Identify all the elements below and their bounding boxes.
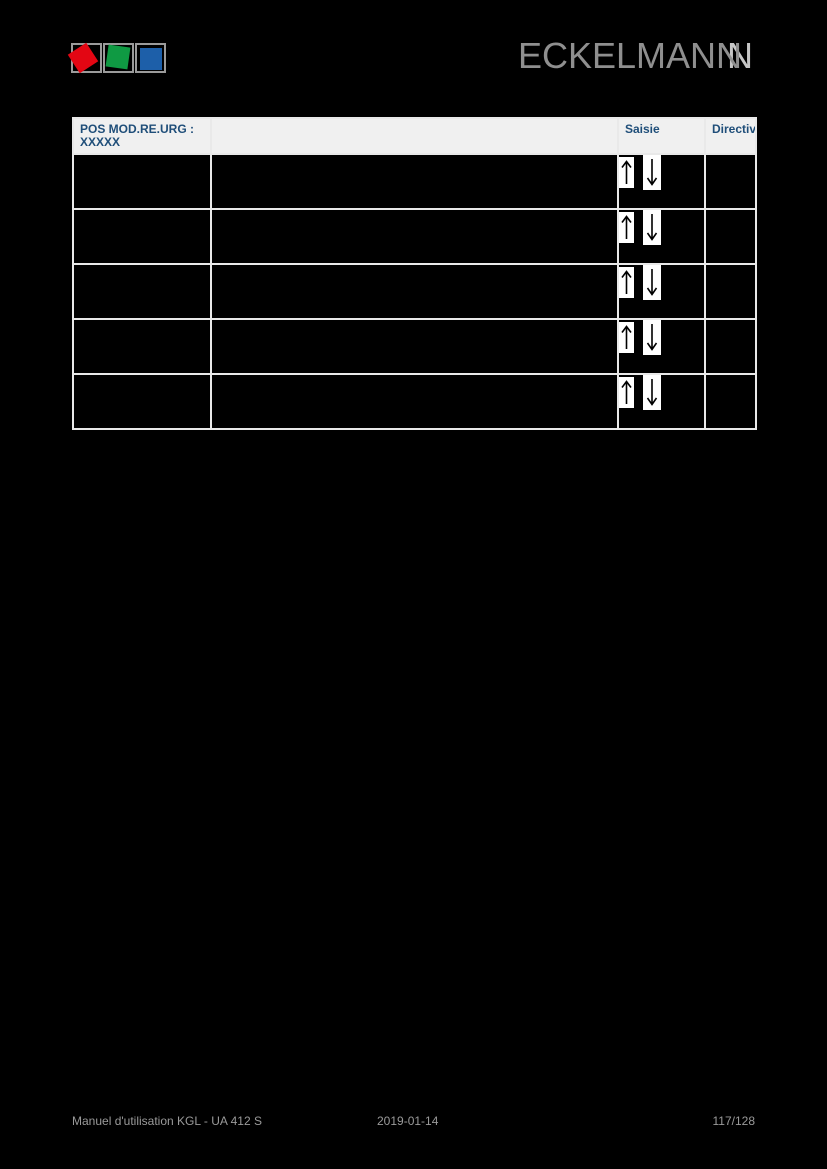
directive-cell [704,153,757,210]
saisie-cell [617,208,706,265]
pos-cell [72,153,212,210]
description-cell [210,263,619,320]
table-row [72,153,757,210]
pos-header-line1: POS MOD.RE.URG : [80,122,195,136]
wordmark-echo-letter: N [727,35,753,76]
footer-page-number: 117/128 [712,1114,756,1128]
description-cell [210,153,619,210]
pos-cell [72,373,212,430]
table-row [72,208,757,265]
green-square-icon [105,44,131,70]
logo-box-blue [135,43,166,73]
saisie-cell [617,318,706,375]
arrow-down-key-icon [643,376,661,410]
description-cell [210,318,619,375]
pos-column-header: POS MOD.RE.URG : XXXXX [72,117,212,155]
table-row [72,373,757,430]
eckelmann-logo [67,42,167,74]
wordmark-text: ECKELMANN [517,35,742,76]
table-header-row: POS MOD.RE.URG : XXXXX Saisie Directive [72,117,757,155]
footer-date: 2019-01-14 [377,1114,439,1128]
arrow-down-key-icon [643,266,661,300]
blue-square-icon [140,48,162,70]
directive-column-header: Directive [704,117,757,155]
arrow-up-key-icon [620,267,634,298]
pos-header-line2: XXXXX [80,135,121,149]
saisie-cell [617,373,706,430]
table-row [72,318,757,375]
eckelmann-wordmark: N ECKELMANN [517,35,753,76]
pos-cell [72,263,212,320]
arrow-up-key-icon [620,157,634,188]
pos-cell [72,318,212,375]
logo-box-green [103,43,134,73]
description-cell [210,208,619,265]
directive-cell [704,208,757,265]
table-row [72,263,757,320]
saisie-cell [617,153,706,210]
description-cell [210,373,619,430]
arrow-down-key-icon [643,211,661,245]
arrow-down-key-icon [643,321,661,355]
description-column-header [210,117,619,155]
arrow-down-key-icon [643,156,661,190]
parameter-table: POS MOD.RE.URG : XXXXX Saisie Directive [72,117,757,430]
directive-cell [704,373,757,430]
saisie-cell [617,263,706,320]
red-square-icon [67,42,99,74]
directive-cell [704,263,757,320]
directive-cell [704,318,757,375]
arrow-up-key-icon [620,212,634,243]
footer-document-title: Manuel d'utilisation KGL - UA 412 S [72,1114,262,1128]
arrow-up-key-icon [620,322,634,353]
arrow-up-key-icon [620,377,634,408]
pos-cell [72,208,212,265]
logo-box-red [67,42,102,74]
saisie-column-header: Saisie [617,117,706,155]
